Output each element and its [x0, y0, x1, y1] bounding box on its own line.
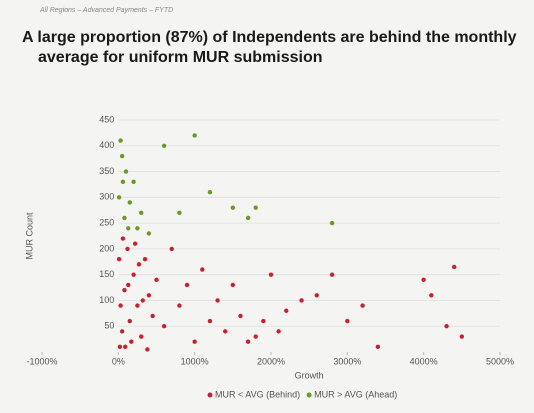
x-tick-label: 2000% [257, 356, 285, 366]
x-tick-label: 4000% [410, 356, 438, 366]
point [177, 303, 182, 308]
point [127, 318, 132, 324]
point [122, 215, 127, 221]
point [146, 231, 152, 236]
y-tick-label: 450 [99, 114, 114, 124]
point [123, 344, 128, 350]
point [230, 282, 236, 288]
point [459, 334, 465, 339]
point [223, 329, 228, 334]
point [177, 210, 182, 215]
point [230, 205, 236, 210]
point [126, 282, 131, 288]
point [200, 267, 205, 272]
point [345, 318, 350, 324]
point [245, 339, 251, 344]
point [126, 226, 131, 231]
point [452, 264, 457, 270]
point [207, 189, 213, 195]
y-tick-label: 100 [99, 295, 114, 305]
point [329, 220, 335, 226]
y-tick-label: 300 [99, 192, 114, 202]
legend-swatch [207, 392, 213, 398]
point [154, 277, 159, 283]
y-tick-label: 150 [99, 269, 114, 279]
point [129, 339, 134, 344]
point [131, 179, 136, 185]
point [123, 169, 129, 174]
y-tick-label: 350 [99, 166, 114, 176]
point [161, 143, 167, 148]
y-tick-label: 200 [99, 243, 114, 253]
point [375, 344, 381, 350]
point [421, 277, 426, 283]
point [161, 324, 167, 329]
point [215, 298, 220, 303]
point [299, 298, 304, 303]
point [268, 272, 274, 277]
point [118, 138, 123, 143]
point [207, 318, 213, 324]
point [117, 344, 123, 350]
y-axis-label: MUR Count [24, 212, 34, 260]
x-axis-label: Growth [295, 370, 324, 380]
point [119, 153, 125, 159]
point [139, 334, 144, 339]
legend-label: MUR > AVG (Ahead) [314, 389, 397, 399]
point [192, 339, 197, 344]
point [132, 241, 138, 246]
point [253, 205, 258, 210]
point [184, 282, 190, 288]
point [276, 329, 281, 334]
y-tick-label: 250 [99, 217, 114, 227]
point [135, 226, 140, 231]
point [238, 313, 243, 319]
point [429, 293, 434, 298]
point [139, 210, 144, 215]
point [118, 303, 123, 308]
point [116, 195, 122, 200]
x-tick-label: 0% [112, 356, 125, 366]
point [314, 293, 319, 298]
point [120, 179, 126, 185]
point [284, 308, 289, 313]
y-tick-label: 400 [99, 140, 114, 150]
point [150, 313, 155, 319]
x-tick-label: 1000% [181, 356, 209, 366]
point [145, 347, 150, 352]
point [127, 200, 132, 205]
y-tick-label: 50 [104, 321, 114, 331]
point [120, 236, 126, 241]
point [140, 298, 145, 303]
point [360, 303, 365, 308]
subtitle: All Regions – Advanced Payments – FYTD [39, 7, 173, 14]
point [135, 303, 140, 308]
point [245, 215, 251, 221]
x-tick-label: 3000% [333, 356, 361, 366]
point [253, 334, 258, 339]
point [119, 329, 125, 334]
x-tick-label: -1000% [26, 356, 57, 366]
point [142, 257, 148, 262]
point [169, 246, 174, 252]
point [444, 324, 449, 329]
legend-label: MUR < AVG (Behind) [215, 389, 300, 399]
x-tick-label: 5000% [486, 356, 514, 366]
point [131, 272, 136, 277]
point [261, 318, 266, 324]
legend-swatch [306, 392, 312, 398]
point [116, 257, 122, 262]
point [125, 246, 130, 252]
point [122, 287, 127, 293]
point [146, 293, 152, 298]
point [329, 272, 335, 277]
chart-title: A large proportion (87%) of Independents… [22, 29, 517, 66]
point [136, 262, 142, 267]
point [192, 133, 197, 138]
